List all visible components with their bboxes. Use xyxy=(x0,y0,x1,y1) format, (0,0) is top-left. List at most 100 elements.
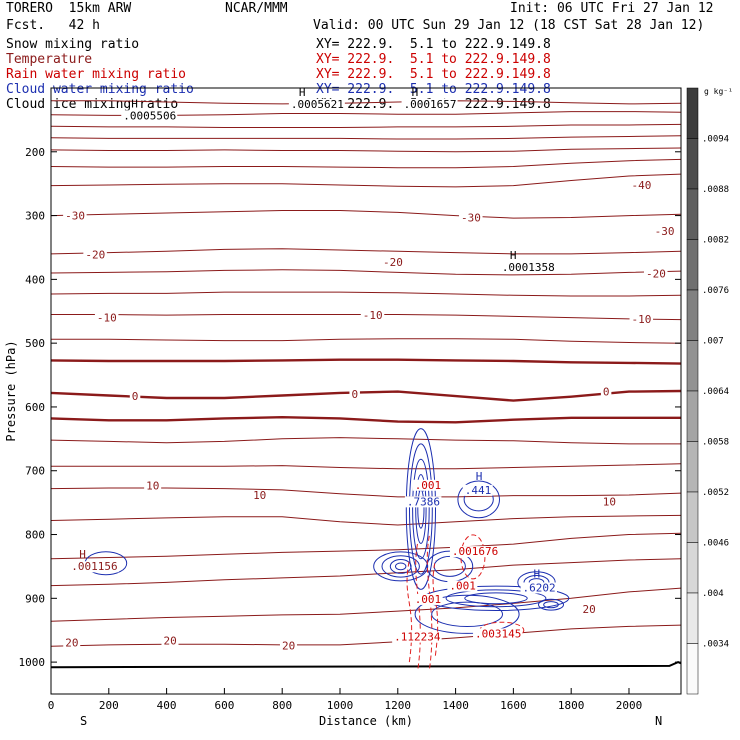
y-axis-label: Pressure (hPa) xyxy=(4,340,18,441)
x-tick-label: 1400 xyxy=(442,699,469,712)
valid-time: Valid: 00 UTC Sun 29 Jan 12 (18 CST Sat … xyxy=(313,18,705,33)
north-end-label: N xyxy=(655,714,662,728)
temperature-contour xyxy=(51,100,682,105)
temperature-label: 0 xyxy=(603,386,610,399)
temperature-contour xyxy=(50,269,682,276)
cloud-water-contour xyxy=(381,555,420,578)
rain-water-label-bg xyxy=(473,628,523,640)
high-marker: H xyxy=(510,249,517,262)
temperature-label-bg xyxy=(600,386,612,398)
high-marker: H xyxy=(299,86,306,99)
rain-water-label: .112234 xyxy=(394,631,441,644)
colorbar-label: .0034 xyxy=(702,640,729,650)
temperature-contour xyxy=(50,437,681,445)
temperature-contour xyxy=(51,338,682,344)
temperature-label: 10 xyxy=(146,479,159,492)
temperature-contour xyxy=(50,624,682,647)
rain-water-label: .001 xyxy=(449,580,476,593)
extremum-label-bg xyxy=(401,98,458,110)
colorbar: .0094 .0088 .0082 .0076 .007 .0064 .0058 .0052.… xyxy=(686,87,729,695)
colorbar-segment xyxy=(686,592,699,644)
x-tick-label: 2000 xyxy=(616,699,643,712)
temperature-label: -20 xyxy=(85,248,105,261)
cloud-water-high-marker: H xyxy=(534,567,541,580)
temperature-label: 20 xyxy=(282,640,295,653)
y-tick-label: 700 xyxy=(25,465,45,478)
rain-water-label-bg xyxy=(412,479,443,491)
terrain-line xyxy=(50,661,682,669)
field-label-cloud-water: Cloud water mixing ratio xyxy=(6,82,194,97)
field-xy-snow: XY= 222.9. 5.1 to 222.9.149.8 xyxy=(316,37,551,52)
field-label-rain: Rain water mixing ratio xyxy=(6,67,187,82)
temperature-contour xyxy=(50,147,682,153)
temperature-label: -30 xyxy=(461,211,481,224)
colorbar-segment xyxy=(686,188,699,240)
temperature-label-bg xyxy=(83,249,107,261)
x-tick-label: 1200 xyxy=(385,699,412,712)
y-tick-label: 200 xyxy=(25,146,45,159)
rain-water-label: .001 xyxy=(415,479,442,492)
temperature-label-bg xyxy=(129,391,141,403)
temperature-label: 20 xyxy=(65,636,78,649)
y-tick-label: 600 xyxy=(25,401,45,414)
field-label-cloud-ice: Cloud ice mixing ratio xyxy=(6,97,179,112)
temperature-label-bg xyxy=(349,389,360,401)
init-time: Init: 06 UTC Fri 27 Jan 12 xyxy=(510,1,714,16)
cloud-water-contour xyxy=(412,458,430,560)
rain-water-contour xyxy=(406,559,413,663)
temperature-label: -10 xyxy=(632,313,652,326)
x-tick-label: 1000 xyxy=(327,699,354,712)
temperature-label: -30 xyxy=(65,210,85,223)
temperature-label-bg xyxy=(643,268,668,280)
extremum-label-bg xyxy=(69,561,119,573)
extremum-label: .0005621 xyxy=(291,98,344,111)
colorbar-segment xyxy=(686,643,699,695)
temperature-label: 10 xyxy=(603,495,616,508)
temperature-contour xyxy=(50,248,682,255)
cloud-water-contour xyxy=(389,559,412,574)
cloud-water-contour xyxy=(445,589,547,608)
temperature-label-bg xyxy=(161,635,179,647)
colorbar-segment xyxy=(686,390,699,442)
cloud-water-contour xyxy=(373,551,429,582)
cloud-water-contour xyxy=(405,428,436,590)
temperature-label: -20 xyxy=(646,268,666,281)
temperature-label: -20 xyxy=(383,256,403,269)
colorbar-segment xyxy=(686,289,699,341)
extremum-label: .0001358 xyxy=(502,261,555,274)
temperature-label-bg xyxy=(279,640,297,652)
cloud-water-contour xyxy=(457,480,501,519)
rain-water-label: .003145 xyxy=(475,627,521,640)
field-label-snow: Snow mixing ratio xyxy=(6,37,140,52)
axes: 0 200 400 600 800 1000 1200 1400 1600 1800 2000200… xyxy=(19,146,681,712)
extremum-label: .0005506 xyxy=(123,109,176,122)
x-tick-label: 0 xyxy=(48,699,55,712)
rain-water-label-bg xyxy=(412,593,443,605)
field-xy-rain: XY= 222.9. 5.1 to 222.9.149.8 xyxy=(316,67,551,82)
colorbar-unit: g kg⁻¹ xyxy=(704,87,733,96)
x-tick-label: 1600 xyxy=(500,699,527,712)
x-tick-label: 400 xyxy=(157,699,177,712)
temperature-contours xyxy=(50,100,682,669)
temperature-label: 0 xyxy=(351,388,358,401)
temperature-contour xyxy=(50,415,681,424)
colorbar-label: .0052 xyxy=(702,488,729,498)
field-label-temperature: Temperature xyxy=(6,52,93,67)
colorbar-segment xyxy=(686,491,699,543)
cloud-water-contour xyxy=(415,474,427,544)
colorbar-label: .007 xyxy=(702,337,724,347)
colorbar-segment xyxy=(686,87,699,139)
temperature-label-bg xyxy=(580,604,598,616)
colorbar-segment xyxy=(686,340,699,392)
temperature-contour xyxy=(50,210,682,219)
temperature-contour xyxy=(50,158,682,169)
rain-water-contour xyxy=(415,540,421,669)
cloud-water-contour xyxy=(543,601,559,609)
y-tick-label: 1000 xyxy=(19,656,46,669)
temperature-label: -10 xyxy=(363,309,383,322)
cloud-water-contour xyxy=(414,594,520,634)
rain-water-label-bg xyxy=(447,580,478,592)
temperature-label-bg xyxy=(629,179,654,191)
colorbar-label: .0082 xyxy=(702,236,729,246)
y-tick-label: 300 xyxy=(25,210,45,223)
